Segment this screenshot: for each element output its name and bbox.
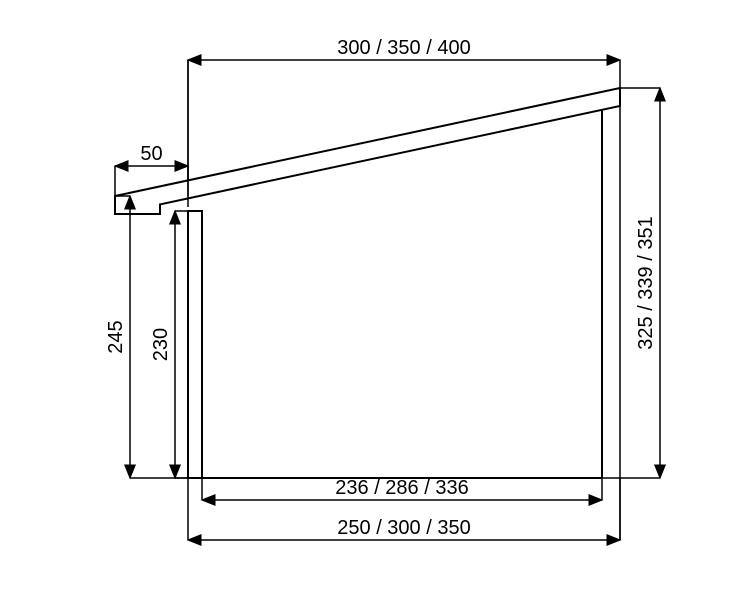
dim-bottom-outer-label: 250 / 300 / 350 <box>337 517 470 539</box>
dim-overhang-label: 50 <box>140 143 162 165</box>
dim-top-width-label: 300 / 350 / 400 <box>337 37 470 59</box>
post-outline <box>188 211 202 478</box>
roof-outline <box>115 88 620 214</box>
dim-bottom-inner-label: 236 / 286 / 336 <box>335 477 468 499</box>
dim-post-height-label: 230 <box>150 328 172 361</box>
dim-right-height-label: 325 / 339 / 351 <box>635 216 657 349</box>
dim-left-height-label: 245 <box>105 320 127 353</box>
